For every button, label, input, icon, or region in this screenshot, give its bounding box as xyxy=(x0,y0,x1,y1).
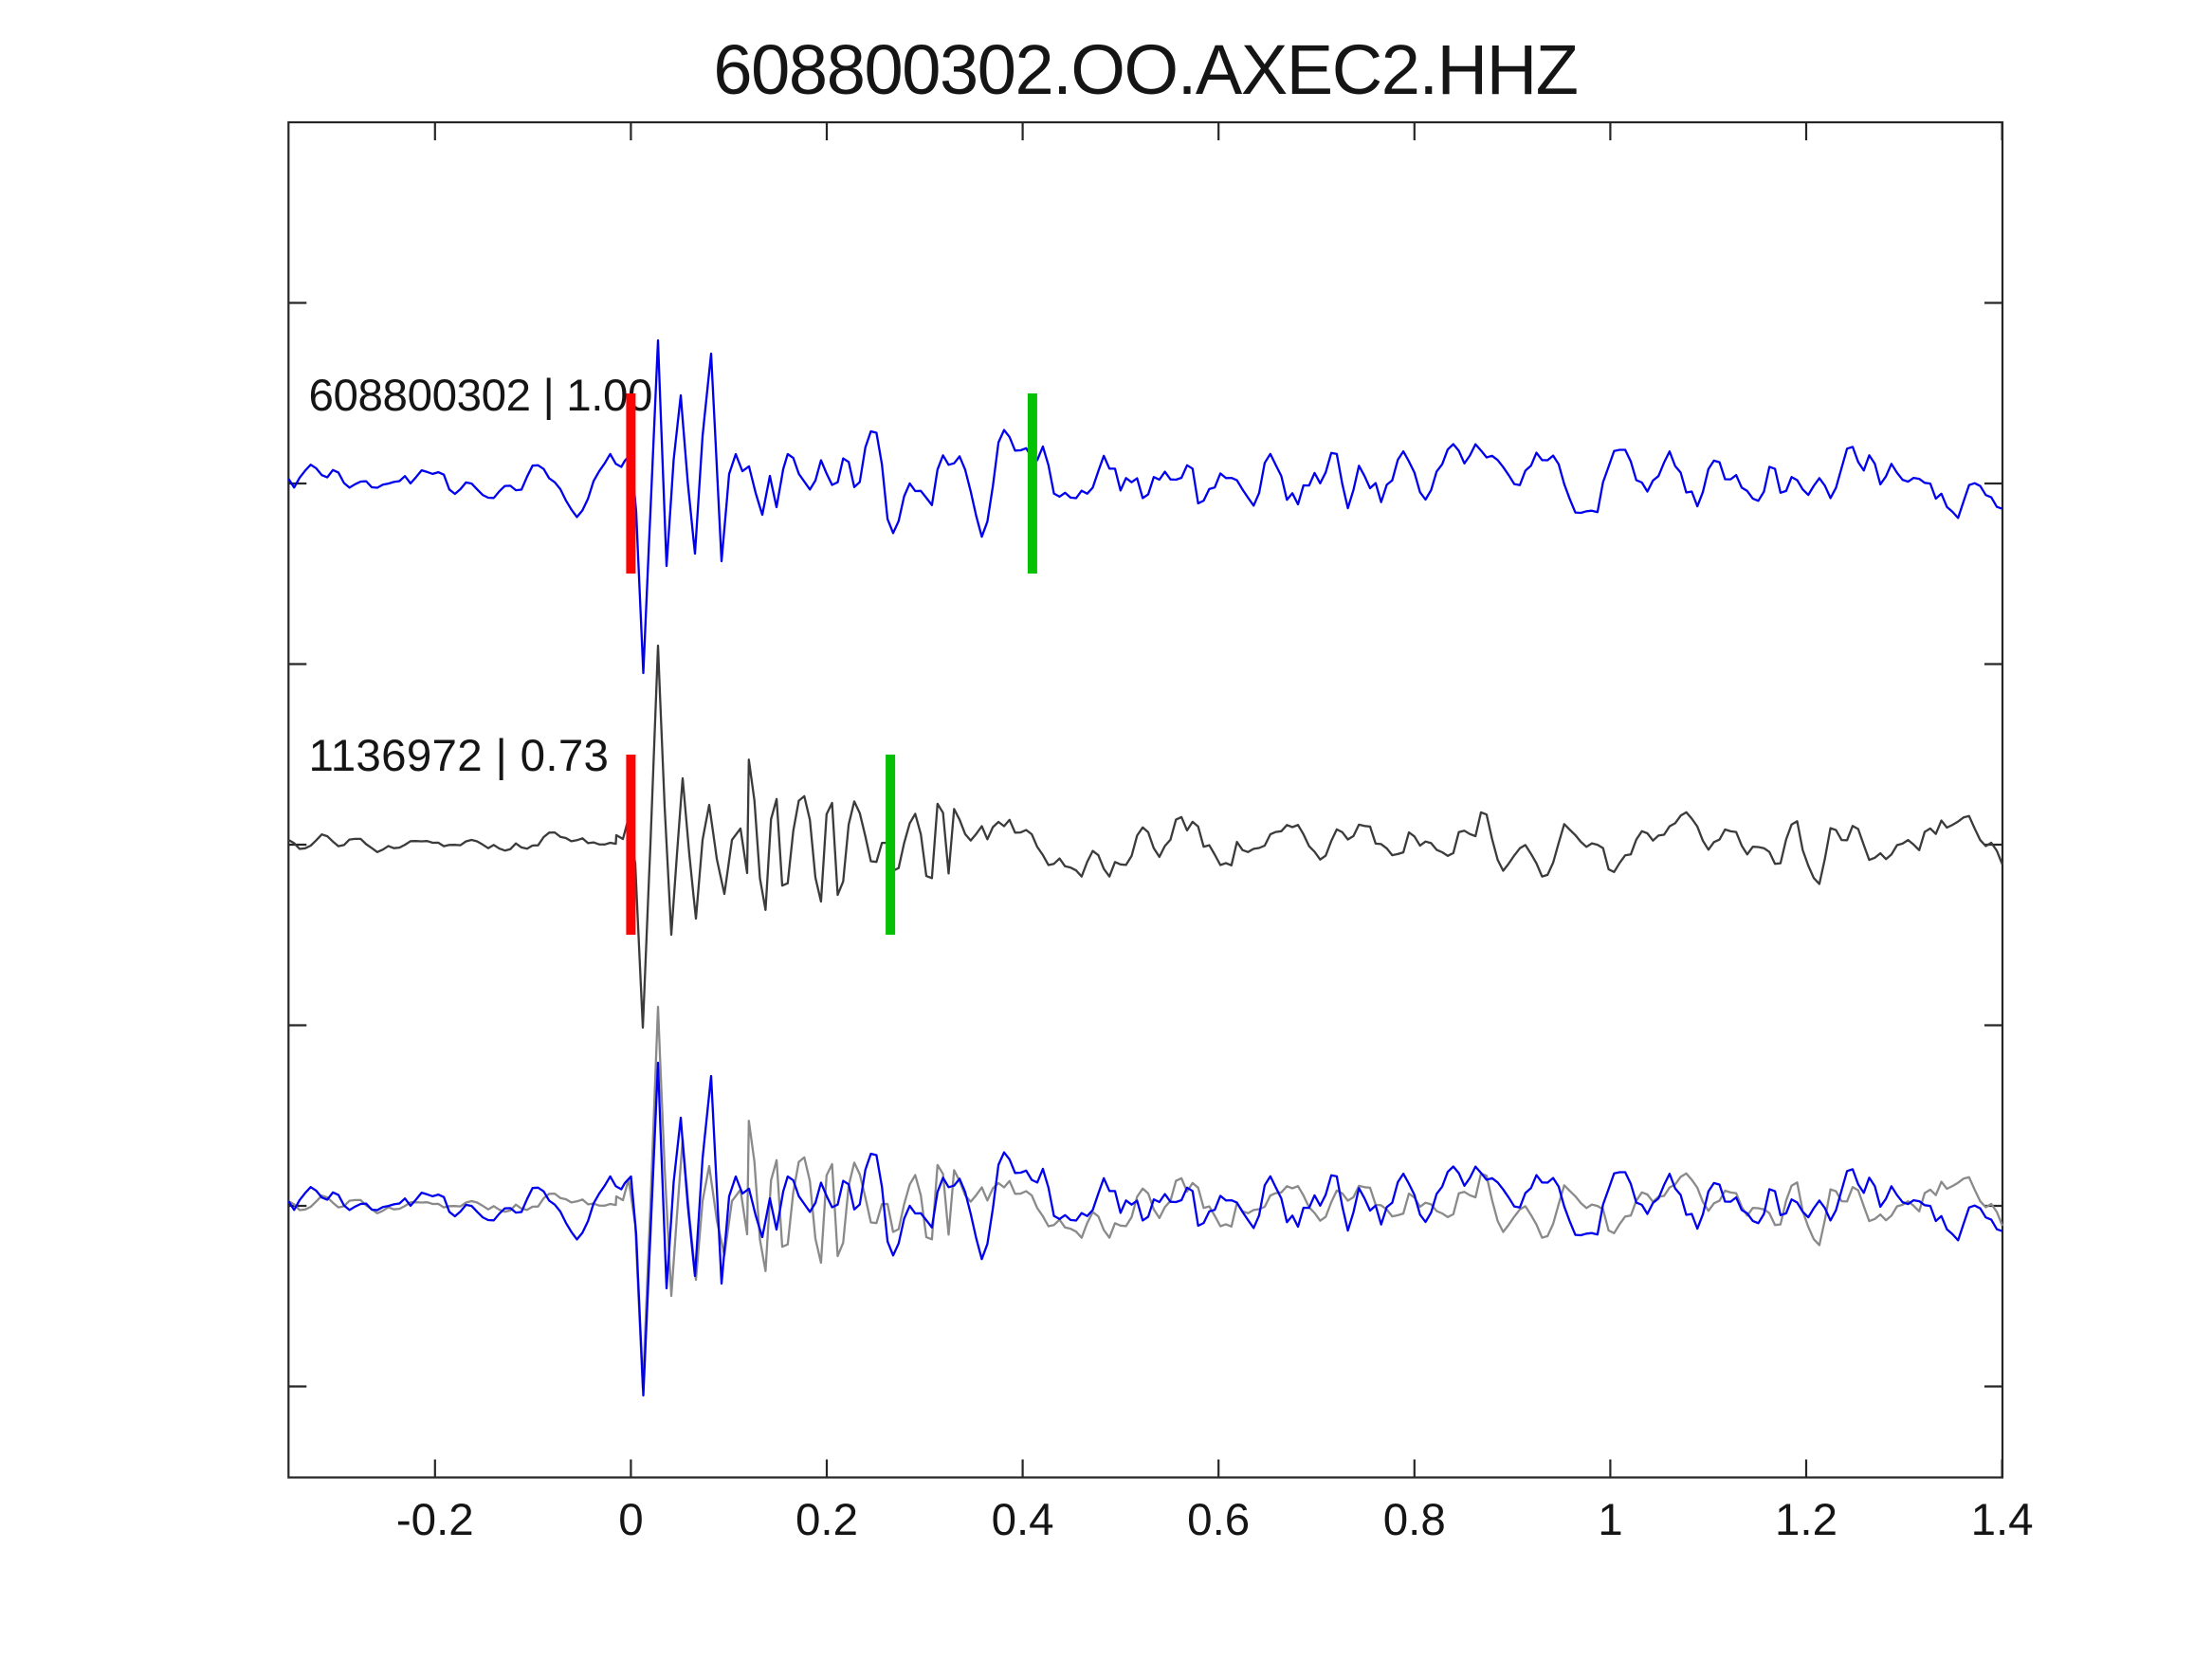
svg-text:608800302 | 1.00: 608800302 | 1.00 xyxy=(309,371,653,421)
svg-text:0.2: 0.2 xyxy=(795,1495,858,1545)
svg-text:0.4: 0.4 xyxy=(992,1495,1054,1545)
svg-text:1136972 | 0.73: 1136972 | 0.73 xyxy=(309,731,610,781)
svg-text:0.8: 0.8 xyxy=(1383,1495,1446,1545)
svg-text:0.6: 0.6 xyxy=(1187,1495,1250,1545)
svg-text:1: 1 xyxy=(1598,1495,1622,1545)
svg-text:1.4: 1.4 xyxy=(1971,1495,2034,1545)
svg-text:1.2: 1.2 xyxy=(1775,1495,1837,1545)
svg-text:0: 0 xyxy=(618,1495,643,1545)
svg-text:-0.2: -0.2 xyxy=(396,1495,474,1545)
svg-text:608800302.OO.AXEC2.HHZ: 608800302.OO.AXEC2.HHZ xyxy=(713,30,1577,109)
